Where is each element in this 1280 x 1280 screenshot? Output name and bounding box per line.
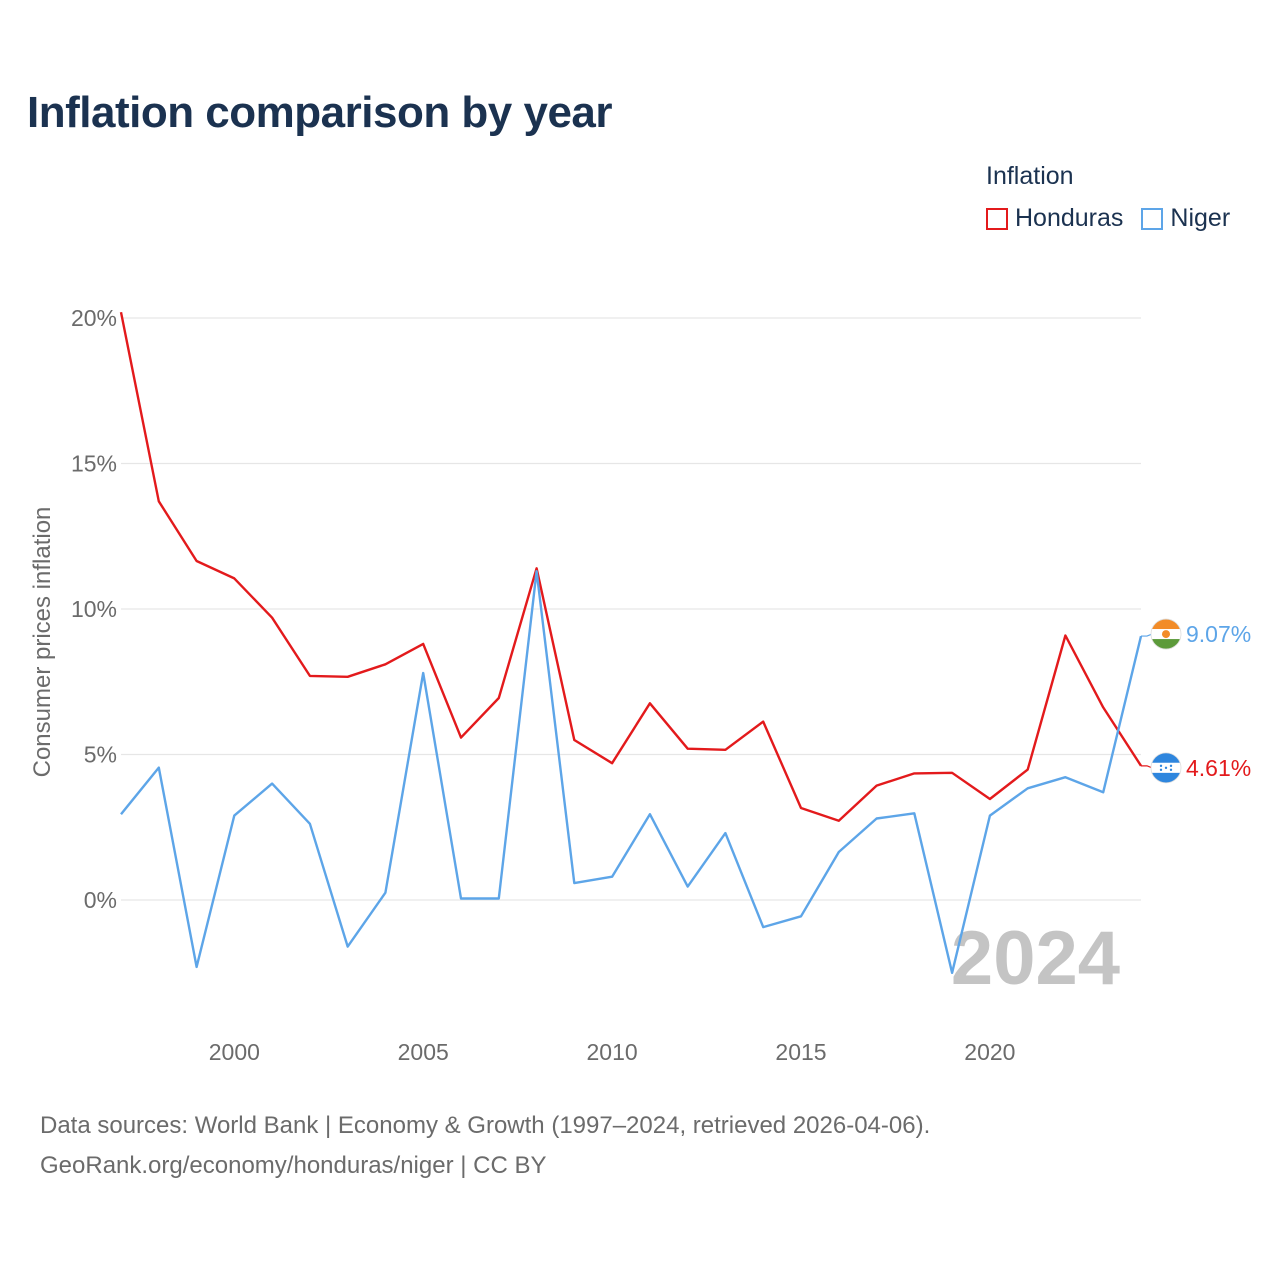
y-tick-label: 15%	[71, 451, 117, 477]
data-point-honduras[interactable]	[345, 674, 350, 679]
data-point-honduras[interactable]	[723, 747, 728, 752]
data-point-niger[interactable]	[1025, 786, 1030, 791]
data-point-niger[interactable]	[496, 896, 501, 901]
x-tick-label: 2005	[398, 1039, 449, 1065]
line-chart: 2024 0% 5% 10% 15% 20% 2000 2005 2010 2015 2020 C…	[29, 305, 1251, 1065]
data-point-honduras[interactable]	[496, 696, 501, 701]
series-line-niger	[120, 570, 1143, 974]
data-point-niger[interactable]	[761, 925, 766, 930]
data-point-niger[interactable]	[647, 812, 652, 817]
data-point-niger[interactable]	[1063, 775, 1068, 780]
data-point-honduras[interactable]	[232, 576, 237, 581]
data-point-honduras[interactable]	[610, 761, 615, 766]
data-point-niger[interactable]	[534, 569, 539, 574]
data-point-honduras[interactable]	[156, 499, 161, 504]
data-point-honduras[interactable]	[761, 719, 766, 724]
data-point-niger[interactable]	[421, 671, 426, 676]
data-point-honduras[interactable]	[1025, 767, 1030, 772]
honduras-flag-icon	[1150, 752, 1182, 784]
data-point-niger[interactable]	[874, 816, 879, 821]
y-tick-label: 0%	[84, 887, 117, 913]
grid-layer	[121, 317, 1141, 901]
y-tick-label: 20%	[71, 305, 117, 331]
data-point-niger[interactable]	[119, 812, 124, 817]
data-point-honduras[interactable]	[799, 806, 804, 811]
legend-title: Inflation	[986, 162, 1074, 190]
x-tick-label: 2020	[964, 1039, 1015, 1065]
data-point-niger[interactable]	[383, 890, 388, 895]
data-point-niger[interactable]	[572, 881, 577, 886]
data-point-honduras[interactable]	[685, 746, 690, 751]
series-line-honduras	[119, 311, 1143, 822]
data-point-honduras[interactable]	[874, 783, 879, 788]
data-point-honduras[interactable]	[1063, 633, 1068, 638]
data-point-honduras[interactable]	[307, 673, 312, 678]
data-point-niger[interactable]	[232, 813, 237, 818]
x-tick-label: 2010	[587, 1039, 638, 1065]
data-point-honduras[interactable]	[459, 735, 464, 740]
data-point-honduras[interactable]	[194, 558, 199, 563]
end-connector-honduras	[1141, 765, 1153, 769]
data-point-honduras[interactable]	[836, 818, 841, 823]
data-point-niger[interactable]	[194, 964, 199, 969]
end-label-honduras: 4.61%	[1186, 755, 1251, 781]
data-point-niger[interactable]	[836, 849, 841, 854]
y-tick-label: 5%	[84, 742, 117, 768]
data-point-honduras[interactable]	[1101, 705, 1106, 710]
niger-swatch-icon	[1141, 207, 1164, 230]
data-point-niger[interactable]	[912, 811, 917, 816]
data-point-niger[interactable]	[345, 944, 350, 949]
legend-label-niger: Niger	[1170, 204, 1231, 232]
legend-item-niger[interactable]: Niger	[1141, 204, 1230, 233]
data-point-honduras[interactable]	[119, 310, 124, 315]
end-label-niger: 9.07%	[1186, 621, 1251, 647]
y-tick-label: 10%	[71, 596, 117, 622]
data-point-niger[interactable]	[799, 914, 804, 919]
legend-label-honduras: Honduras	[1015, 204, 1124, 232]
axis-layer: 0% 5% 10% 15% 20% 2000 2005 2010 2015 2020	[71, 305, 1016, 1065]
x-tick-label: 2000	[209, 1039, 260, 1065]
data-point-niger[interactable]	[270, 781, 275, 786]
honduras-swatch-icon	[986, 207, 1008, 230]
x-tick-label: 2015	[775, 1039, 826, 1065]
footer: Data sources: World Bank | Economy & Gro…	[40, 1106, 930, 1186]
data-point-niger[interactable]	[685, 884, 690, 889]
data-point-honduras[interactable]	[987, 797, 992, 802]
data-point-honduras[interactable]	[572, 737, 577, 742]
data-point-niger[interactable]	[950, 970, 955, 975]
niger-flag-icon	[1150, 618, 1182, 650]
footer-sources: Data sources: World Bank | Economy & Gro…	[40, 1112, 931, 1139]
data-point-niger[interactable]	[723, 831, 728, 836]
data-point-niger[interactable]	[987, 813, 992, 818]
y-axis-label: Consumer prices inflation	[29, 507, 56, 778]
series-layer	[119, 310, 1143, 975]
data-point-honduras[interactable]	[421, 641, 426, 646]
data-point-honduras[interactable]	[950, 770, 955, 775]
data-point-honduras[interactable]	[647, 701, 652, 706]
data-point-honduras[interactable]	[912, 771, 917, 776]
page-title: Inflation comparison by year	[27, 88, 613, 137]
end-connector-niger	[1141, 633, 1153, 637]
data-point-niger[interactable]	[156, 765, 161, 770]
footer-link[interactable]: GeoRank.org/economy/honduras/niger | CC …	[40, 1152, 547, 1179]
data-point-honduras[interactable]	[270, 615, 275, 620]
legend: Inflation Honduras Niger	[986, 162, 1266, 233]
legend-item-honduras[interactable]: Honduras	[986, 204, 1123, 233]
data-point-niger[interactable]	[459, 896, 464, 901]
data-point-niger[interactable]	[1101, 790, 1106, 795]
data-point-niger[interactable]	[610, 874, 615, 879]
year-watermark: 2024	[951, 916, 1120, 1001]
data-point-niger[interactable]	[307, 821, 312, 826]
data-point-honduras[interactable]	[383, 662, 388, 667]
end-label-layer: 4.61% 9.07%	[1141, 618, 1251, 784]
